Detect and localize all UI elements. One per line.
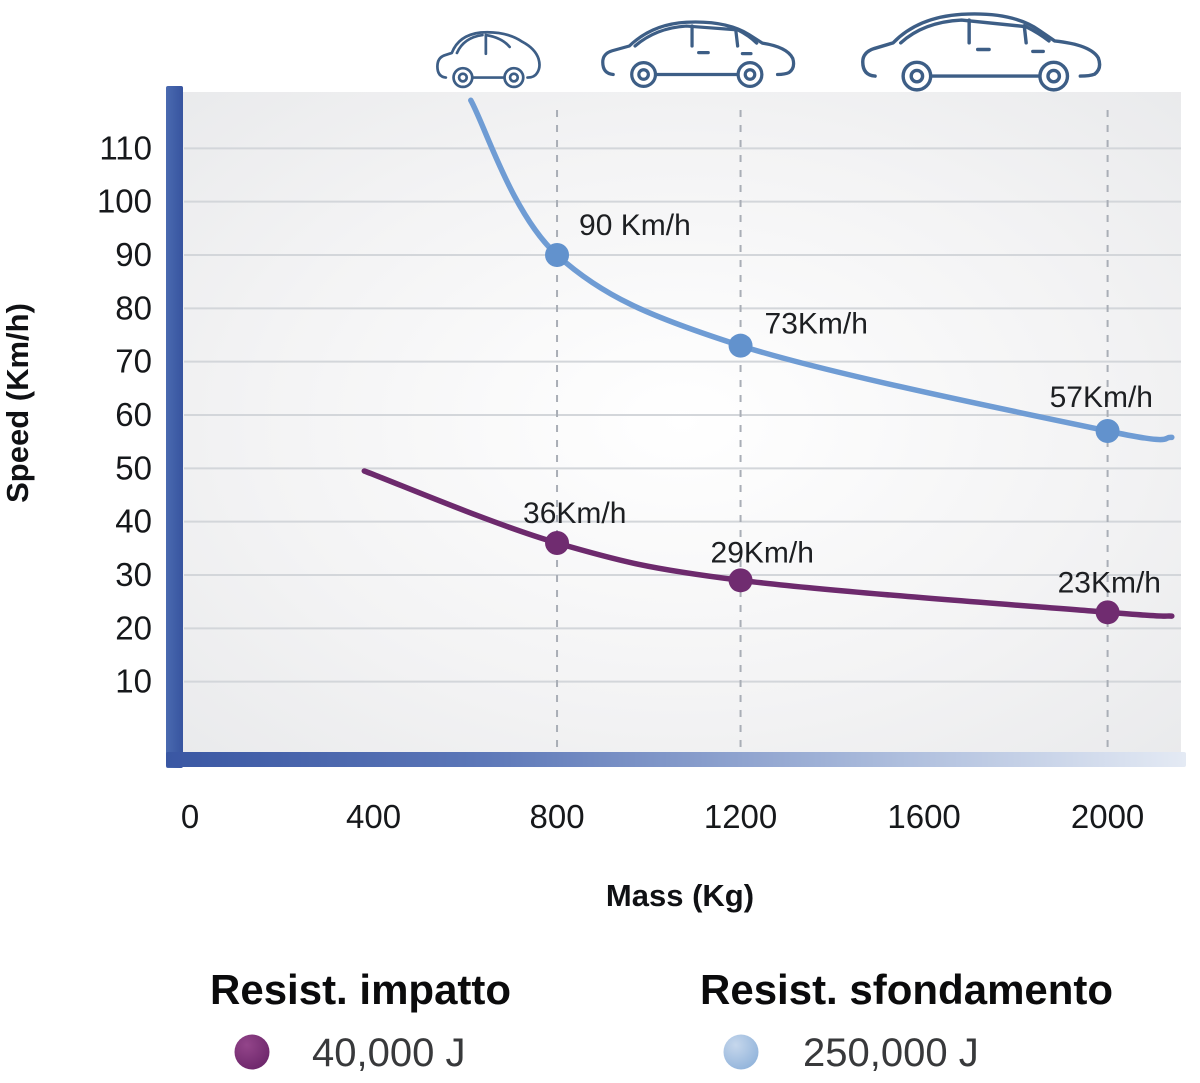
legend-value-impact: 40,000 J — [312, 1031, 465, 1075]
car-window — [455, 33, 484, 55]
plot-background — [183, 92, 1181, 752]
x-tick-label: 0 — [181, 798, 199, 835]
point-labels: 36Km/h 29Km/h 23Km/h 90 Km/h 73Km/h 57Km/h — [523, 209, 1161, 599]
x-tick-label: 800 — [530, 798, 585, 835]
x-tick-label: 1200 — [704, 798, 777, 835]
point-label-impact: 23Km/h — [1058, 566, 1161, 599]
gridlines — [184, 147, 1181, 683]
legend: Resist. impatto 40,000 J Resist. sfondam… — [210, 966, 1113, 1075]
car-body — [861, 12, 1102, 78]
point-label-breakthrough: 57Km/h — [1050, 381, 1153, 414]
car-wheel — [1038, 60, 1070, 92]
x-axis-tick-labels: 0 400 800 1200 1600 2000 — [181, 798, 1144, 835]
y-tick-label: 60 — [115, 396, 152, 433]
y-axis-bar — [166, 86, 183, 768]
suv-icon — [861, 12, 1102, 92]
x-tick-label: 1600 — [887, 798, 960, 835]
x-axis-title: Mass (Kg) — [606, 878, 754, 913]
y-axis-title: Speed (Km/h) — [0, 303, 35, 503]
legend-dot-breakthrough — [723, 1034, 759, 1070]
car-hub — [743, 68, 757, 81]
y-tick-label: 30 — [115, 556, 152, 593]
data-points — [545, 243, 1120, 625]
data-point-impact — [545, 531, 570, 555]
legend-value-breakthrough: 250,000 J — [803, 1031, 979, 1075]
legend-dot-impact — [234, 1034, 270, 1070]
x-tick-label: 2000 — [1071, 798, 1144, 835]
y-tick-label: 70 — [115, 343, 152, 380]
data-point-impact — [728, 568, 753, 593]
city-car-icon — [436, 30, 541, 89]
y-tick-label: 20 — [115, 609, 152, 646]
x-tick-label: 400 — [346, 798, 401, 835]
y-tick-label: 40 — [115, 503, 152, 540]
car-hub — [457, 72, 469, 83]
car-window — [899, 18, 1051, 45]
car-hub — [508, 72, 520, 83]
point-label-impact: 29Km/h — [711, 536, 814, 569]
car-wheel — [736, 61, 764, 88]
legend-title-impact: Resist. impatto — [210, 966, 511, 1013]
hatchback-icon — [601, 20, 796, 88]
data-point-breakthrough — [1095, 419, 1120, 443]
car-wheel — [630, 61, 658, 88]
legend-title-breakthrough: Resist. sfondamento — [700, 966, 1113, 1013]
car-wheel — [452, 66, 474, 89]
point-label-breakthrough: 73Km/h — [765, 308, 868, 341]
data-point-breakthrough — [545, 243, 570, 267]
data-point-breakthrough — [728, 333, 753, 358]
car-window — [633, 24, 759, 48]
y-tick-label: 50 — [115, 449, 152, 486]
car-body — [436, 30, 541, 79]
car-wheel — [503, 66, 525, 89]
car-wheel — [901, 60, 933, 92]
y-axis-tick-labels: 10 20 30 40 50 60 70 80 90 100 110 — [97, 129, 152, 699]
car-hub — [1046, 68, 1062, 84]
car-pillar — [1022, 24, 1028, 45]
x-axis-bar — [166, 752, 1186, 767]
point-label-impact: 36Km/h — [523, 497, 626, 530]
y-tick-label: 10 — [115, 663, 152, 700]
y-tick-label: 100 — [97, 183, 152, 220]
data-point-impact — [1095, 600, 1120, 625]
car-hub — [909, 68, 925, 84]
point-label-breakthrough: 90 Km/h — [579, 209, 691, 242]
car-body — [601, 20, 796, 77]
y-tick-label: 110 — [99, 129, 152, 166]
car-pillar — [734, 28, 740, 48]
y-tick-label: 90 — [115, 236, 152, 273]
car-hub — [637, 68, 650, 81]
car-windshield — [484, 33, 512, 49]
y-tick-label: 80 — [115, 289, 152, 326]
